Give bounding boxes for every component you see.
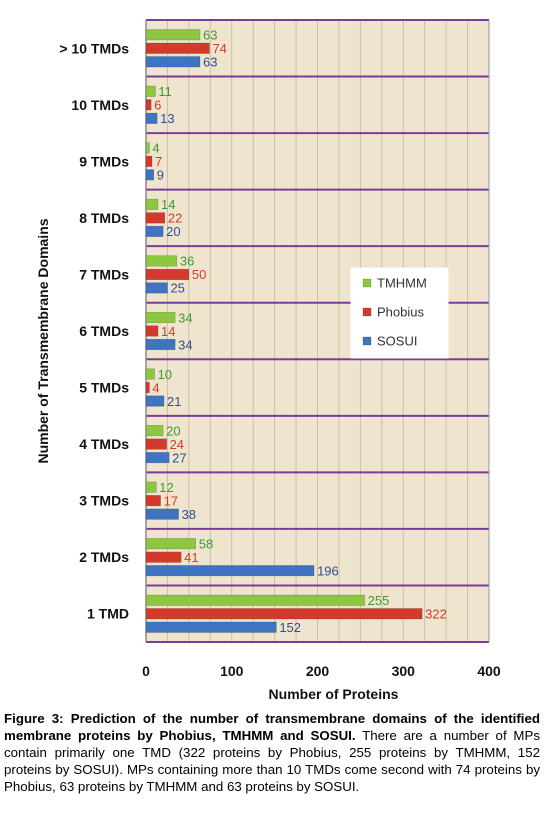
bar-tmhmm bbox=[145, 481, 157, 493]
data-label-phobius: 14 bbox=[161, 324, 175, 339]
y-tick-label: 5 TMDs bbox=[79, 380, 129, 396]
data-label-sosui: 152 bbox=[279, 620, 301, 635]
x-axis-title: Number of Proteins bbox=[269, 686, 399, 702]
data-label-phobius: 6 bbox=[154, 98, 161, 113]
figure-caption: Figure 3: Prediction of the number of tr… bbox=[4, 710, 540, 795]
data-label-sosui: 27 bbox=[172, 450, 186, 465]
bar-tmhmm bbox=[145, 255, 178, 267]
data-label-phobius: 24 bbox=[170, 437, 184, 452]
data-label-tmhmm: 63 bbox=[203, 28, 217, 43]
bar-sosui bbox=[145, 621, 277, 633]
bar-phobius bbox=[145, 381, 150, 394]
bar-tmhmm bbox=[145, 29, 201, 41]
bar-tmhmm bbox=[145, 594, 365, 606]
data-label-sosui: 9 bbox=[157, 168, 164, 183]
data-label-phobius: 41 bbox=[184, 550, 198, 565]
bar-tmhmm bbox=[145, 85, 156, 97]
bar-sosui bbox=[145, 169, 155, 181]
legend-swatch-tmhmm bbox=[362, 278, 372, 288]
data-label-tmhmm: 12 bbox=[159, 480, 173, 495]
data-label-phobius: 22 bbox=[168, 211, 182, 226]
data-label-phobius: 17 bbox=[164, 493, 178, 508]
x-tick-label: 0 bbox=[142, 663, 150, 679]
bar-sosui bbox=[145, 452, 170, 464]
bar-phobius bbox=[145, 438, 167, 450]
bar-tmhmm bbox=[145, 368, 155, 380]
bar-sosui bbox=[145, 56, 201, 68]
data-label-phobius: 74 bbox=[212, 41, 226, 56]
legend-label-phobius: Phobius bbox=[377, 305, 424, 320]
y-tick-label: > 10 TMDs bbox=[59, 40, 129, 56]
bar-phobius bbox=[145, 99, 152, 111]
data-label-phobius: 7 bbox=[155, 154, 162, 169]
x-tick-label: 400 bbox=[477, 663, 501, 679]
data-label-tmhmm: 255 bbox=[368, 593, 390, 608]
data-label-phobius: 50 bbox=[192, 267, 206, 282]
y-tick-label: 10 TMDs bbox=[71, 97, 129, 113]
y-axis-title: Number of Transmembrane Domains bbox=[35, 218, 51, 463]
y-tick-label: 1 TMD bbox=[87, 606, 129, 622]
y-tick-label: 9 TMDs bbox=[79, 153, 129, 169]
data-label-phobius: 322 bbox=[425, 606, 447, 621]
legend-swatch-phobius bbox=[362, 307, 372, 317]
data-label-sosui: 38 bbox=[182, 507, 196, 522]
data-label-sosui: 196 bbox=[317, 563, 339, 578]
data-label-tmhmm: 34 bbox=[178, 310, 192, 325]
bar-sosui bbox=[145, 225, 164, 237]
bar-phobius bbox=[145, 268, 190, 281]
bar-tmhmm bbox=[145, 198, 159, 210]
data-label-tmhmm: 58 bbox=[199, 536, 213, 551]
data-label-tmhmm: 4 bbox=[152, 141, 159, 156]
bar-tmhmm bbox=[145, 311, 176, 324]
bar-sosui bbox=[145, 395, 165, 407]
y-tick-label: 2 TMDs bbox=[79, 549, 129, 565]
x-tick-label: 200 bbox=[306, 663, 330, 679]
y-tick-label: 3 TMDs bbox=[79, 493, 129, 509]
data-label-sosui: 34 bbox=[178, 337, 192, 352]
bar-sosui bbox=[145, 282, 168, 294]
y-tick-label: 7 TMDs bbox=[79, 266, 129, 282]
caption-heading: Figure 3: Prediction of the number of tr… bbox=[4, 711, 540, 743]
data-label-tmhmm: 20 bbox=[166, 423, 180, 438]
bar-phobius bbox=[145, 551, 182, 563]
data-label-tmhmm: 11 bbox=[158, 84, 172, 99]
data-label-sosui: 25 bbox=[170, 281, 184, 296]
bar-phobius bbox=[145, 495, 161, 507]
caption-body: There are a number of MPs contain primar… bbox=[4, 728, 540, 794]
bar-sosui bbox=[145, 338, 176, 351]
legend-label-tmhmm: TMHMM bbox=[377, 276, 427, 291]
x-tick-label: 100 bbox=[220, 663, 244, 679]
x-tick-label: 300 bbox=[392, 663, 416, 679]
data-label-sosui: 13 bbox=[160, 111, 174, 126]
data-label-phobius: 4 bbox=[152, 380, 159, 395]
y-tick-label: 6 TMDs bbox=[79, 323, 129, 339]
data-label-sosui: 21 bbox=[167, 394, 181, 409]
y-tick-label: 8 TMDs bbox=[79, 210, 129, 226]
data-label-sosui: 63 bbox=[203, 55, 217, 70]
data-label-tmhmm: 10 bbox=[158, 367, 172, 382]
data-label-sosui: 20 bbox=[166, 224, 180, 239]
bar-sosui bbox=[145, 112, 158, 124]
bar-sosui bbox=[145, 565, 315, 577]
y-tick-label: 4 TMDs bbox=[79, 436, 129, 452]
bar-sosui bbox=[145, 508, 179, 520]
bar-phobius bbox=[145, 212, 166, 224]
bar-tmhmm bbox=[145, 425, 164, 437]
bar-phobius bbox=[145, 325, 159, 337]
bar-tmhmm bbox=[145, 538, 197, 550]
bar-phobius bbox=[145, 608, 423, 620]
legend-swatch-sosui bbox=[362, 336, 372, 346]
bar-tmhmm bbox=[145, 142, 150, 154]
data-label-tmhmm: 36 bbox=[180, 254, 194, 269]
legend-label-sosui: SOSUI bbox=[377, 334, 417, 349]
chart-container: 255 322 152 1 TMD 58 41 196 2 TMDs 12 17 38 3 TMDs 2… bbox=[35, 19, 501, 702]
bar-phobius bbox=[145, 42, 210, 54]
data-label-tmhmm: 14 bbox=[161, 197, 175, 212]
bar-phobius bbox=[145, 155, 153, 167]
